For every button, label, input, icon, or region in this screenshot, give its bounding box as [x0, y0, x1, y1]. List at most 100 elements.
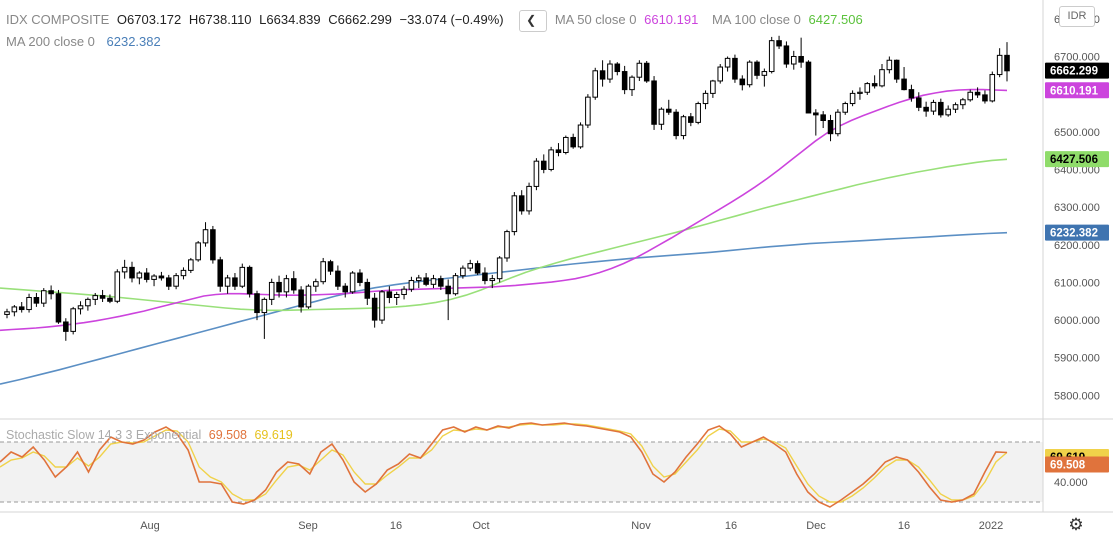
ma200-label: MA 200 close 0 — [6, 34, 95, 49]
collapse-legend-button[interactable]: ❮ — [519, 10, 548, 32]
candle-body — [26, 296, 32, 311]
candle-body — [607, 63, 613, 80]
candle-body — [393, 293, 400, 298]
candle-body — [989, 74, 996, 102]
candle-body — [651, 80, 657, 125]
candle-body — [908, 89, 915, 99]
candle-body — [474, 263, 481, 274]
candle-body — [401, 288, 407, 295]
price-tick-label: 5800.000 — [1054, 390, 1100, 402]
candle-body — [776, 40, 782, 47]
price-tick-label: 6700.000 — [1054, 51, 1100, 63]
settings-button[interactable]: ⚙ — [1066, 515, 1086, 535]
candle-body — [945, 108, 951, 116]
candle-body — [952, 104, 959, 110]
candle-body — [254, 293, 260, 314]
candle-body — [48, 290, 54, 295]
price-tick-label: 6000.000 — [1054, 315, 1100, 327]
candle-body — [327, 261, 334, 272]
candle-body — [99, 295, 106, 299]
candle-body — [570, 136, 576, 148]
candle-body — [813, 112, 819, 116]
stochastic-layer — [0, 422, 1008, 508]
candle-body — [438, 278, 444, 287]
price-tick-label: 6500.000 — [1054, 127, 1100, 139]
candle-body — [548, 149, 554, 170]
ohlc-high: H6738.110 — [188, 12, 252, 28]
candle-body — [761, 71, 768, 76]
time-tick-label: 16 — [390, 520, 402, 532]
candle-body — [996, 54, 1003, 76]
ma100-line — [0, 158, 1008, 312]
candle-body — [202, 229, 209, 244]
candle-body — [33, 296, 40, 304]
candle-body — [688, 116, 694, 123]
candle-body — [467, 263, 474, 269]
candle-body — [930, 101, 937, 112]
candle-body — [151, 275, 157, 280]
ma50-line — [0, 88, 1008, 332]
candle-body — [210, 229, 216, 261]
candle-body — [18, 306, 25, 311]
candle-body — [173, 275, 179, 287]
candle-body — [790, 55, 797, 65]
candle-body — [496, 257, 503, 280]
candle-body — [835, 111, 841, 135]
time-tick-label: Dec — [806, 520, 826, 532]
candle-body — [107, 297, 113, 302]
candle-body — [386, 291, 393, 298]
candle-body — [445, 285, 451, 295]
candle-body — [482, 272, 488, 282]
candle-body — [599, 70, 606, 80]
candle-body — [268, 281, 275, 300]
candle-body — [893, 59, 900, 80]
currency-selector-button[interactable]: IDR — [1059, 6, 1095, 27]
candle-body — [379, 291, 385, 321]
candle-body — [85, 298, 91, 307]
candle-body — [342, 285, 349, 293]
gear-icon: ⚙ — [1068, 515, 1084, 534]
candle-body — [504, 231, 510, 259]
candle-body — [77, 305, 84, 310]
candle-body — [643, 62, 650, 82]
candle-body — [489, 278, 496, 282]
ma50-tag-bg — [1045, 82, 1109, 99]
price-tick-label: 6200.000 — [1054, 240, 1100, 252]
stochastic-band-fill — [0, 442, 1043, 502]
time-tick-label: Oct — [472, 520, 489, 532]
candle-body — [320, 261, 326, 283]
candle-body — [165, 277, 172, 287]
stochastic-label: Stochastic Slow 14 3 3 Exponential — [6, 428, 202, 442]
candle-body — [820, 114, 826, 122]
last-price-tag-bg — [1045, 62, 1109, 79]
ma50-tag: 6610.191 — [1050, 85, 1099, 97]
price-tick-label: 6100.000 — [1054, 277, 1100, 289]
candle-body — [423, 277, 429, 285]
ohlc-open: O6703.172 — [116, 12, 182, 28]
price-tick-label: 5900.000 — [1054, 353, 1100, 365]
candle-body — [702, 92, 709, 105]
candle-body — [577, 124, 584, 148]
candle-body — [232, 277, 238, 287]
candle-body — [290, 278, 297, 291]
candle-body — [827, 120, 834, 135]
grid-layer — [0, 0, 1113, 513]
candle-body — [415, 277, 422, 282]
candle-body — [555, 149, 562, 154]
ma200-tag: 6232.382 — [1050, 228, 1098, 240]
ma50-label: MA 50 close 0 — [554, 12, 637, 28]
ma100-label: MA 100 close 0 — [711, 12, 801, 28]
symbol-name: IDX COMPOSITE — [6, 12, 110, 28]
candle-body — [430, 278, 437, 285]
candle-body — [224, 277, 231, 287]
candle-body — [871, 83, 878, 87]
time-tick-label: Nov — [631, 520, 651, 532]
candle-body — [724, 57, 731, 68]
stochastic-k-tag-bg — [1045, 456, 1109, 473]
candle-body — [621, 71, 628, 91]
ma100-value: 6427.506 — [808, 12, 863, 28]
candle-body — [658, 108, 665, 125]
candle-body — [842, 103, 849, 113]
candle-body — [217, 259, 224, 287]
